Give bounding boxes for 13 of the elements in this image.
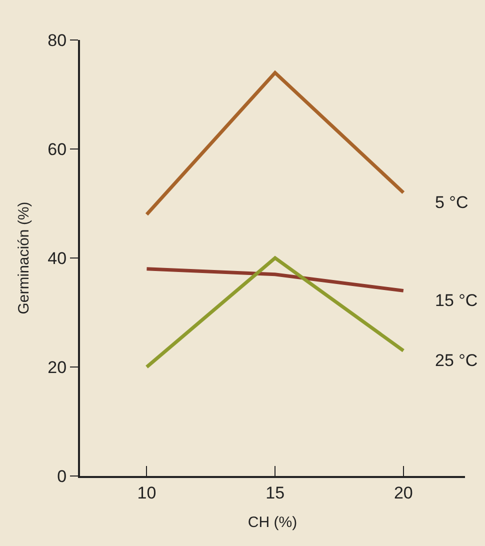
y-tick-label: 0	[57, 466, 67, 486]
y-axis-title: Germinación (%)	[15, 202, 32, 314]
y-tick-label: 40	[48, 248, 67, 268]
x-axis-title: CH (%)	[248, 514, 298, 531]
x-tick-label: 15	[266, 483, 285, 502]
series-label: 15 °C	[435, 291, 478, 310]
x-tick-label: 20	[394, 483, 413, 502]
y-tick-label: 80	[48, 30, 67, 50]
series-label: 5 °C	[435, 193, 468, 212]
series-label: 25 °C	[435, 351, 478, 370]
x-tick-label: 10	[137, 483, 156, 502]
y-tick-label: 60	[48, 140, 67, 159]
y-tick-label: 20	[48, 358, 67, 377]
